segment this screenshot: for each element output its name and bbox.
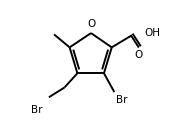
Text: Br: Br — [31, 105, 42, 115]
Text: Br: Br — [116, 95, 127, 105]
Text: O: O — [87, 20, 95, 29]
Text: OH: OH — [144, 28, 160, 38]
Text: O: O — [135, 50, 143, 60]
